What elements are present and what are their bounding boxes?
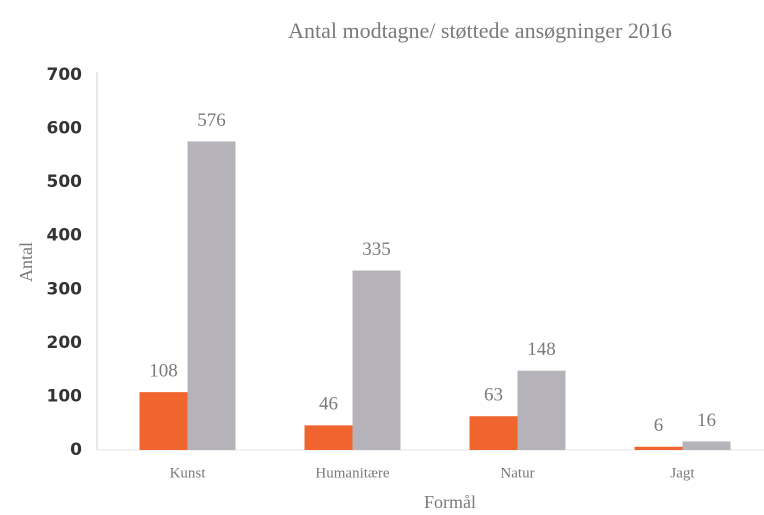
data-label: 148 xyxy=(527,339,556,360)
bar xyxy=(634,446,683,450)
y-axis-label: Antal xyxy=(16,242,36,282)
bar xyxy=(469,416,518,450)
data-label: 6 xyxy=(654,415,664,436)
bar xyxy=(187,141,236,450)
y-tick-label: 300 xyxy=(47,279,83,299)
bar xyxy=(304,425,353,450)
y-tick-label: 200 xyxy=(47,333,83,353)
x-tick-label: Jagt xyxy=(670,465,695,481)
chart-title: Antal modtagne/ støttede ansøgninger 201… xyxy=(288,18,672,43)
x-axis-label: Formål xyxy=(424,492,476,512)
data-label: 46 xyxy=(319,394,338,415)
x-tick-label: Humanitære xyxy=(315,465,389,481)
bar xyxy=(682,441,731,450)
y-tick-label: 500 xyxy=(47,172,83,192)
data-label: 16 xyxy=(697,410,716,431)
x-tick-label: Kunst xyxy=(170,465,207,481)
x-tick-label: Natur xyxy=(500,465,534,481)
data-label: 63 xyxy=(484,385,503,406)
y-tick-label: 0 xyxy=(70,440,82,460)
data-label: 576 xyxy=(197,110,226,131)
data-label: 335 xyxy=(362,239,391,260)
bar xyxy=(352,270,401,450)
bar xyxy=(517,370,566,450)
y-tick-label: 700 xyxy=(47,65,83,85)
y-tick-label: 100 xyxy=(47,386,83,406)
y-tick-label: 400 xyxy=(47,226,83,246)
bar xyxy=(139,392,188,450)
data-label: 108 xyxy=(149,361,178,382)
y-tick-label: 600 xyxy=(47,119,83,139)
